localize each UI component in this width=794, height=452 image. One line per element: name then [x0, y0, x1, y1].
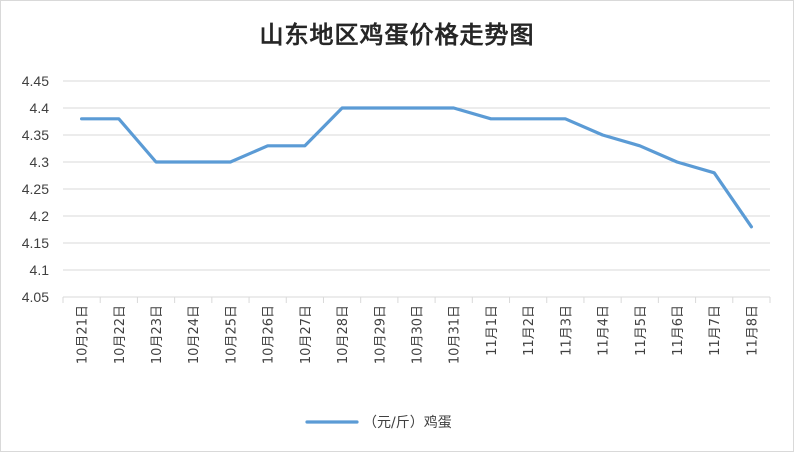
x-tick-label: 10月29日: [373, 305, 388, 364]
y-tick-label: 4.35: [22, 127, 49, 143]
chart-title: 山东地区鸡蛋价格走势图: [259, 20, 535, 49]
y-tick-label: 4.25: [22, 181, 49, 197]
series-line: [79, 106, 754, 229]
x-tick-label: 10月26日: [262, 305, 277, 364]
x-tick-label: 10月24日: [187, 305, 202, 364]
y-tick-label: 4.2: [30, 208, 50, 224]
y-tick-label: 4.15: [22, 235, 49, 251]
x-tick-label: 11月1日: [485, 305, 500, 356]
x-tick-label: 11月8日: [745, 305, 760, 356]
x-tick-label: 11月4日: [597, 305, 612, 356]
x-tick-label: 11月3日: [559, 305, 574, 356]
y-tick-label: 4.05: [22, 289, 49, 305]
y-tick-label: 4.3: [30, 154, 50, 170]
x-tick-label: 10月30日: [411, 305, 426, 364]
x-tick-label: 10月22日: [113, 305, 128, 364]
x-tick-label: 11月5日: [634, 305, 649, 356]
y-tick-label: 4.45: [22, 73, 49, 89]
y-tick-label: 4.1: [30, 262, 50, 278]
legend-label: （元/斤）鸡蛋: [363, 414, 452, 431]
y-tick-label: 4.4: [30, 100, 50, 116]
x-tick-label: 10月31日: [448, 305, 463, 364]
x-tick-label: 11月2日: [522, 305, 537, 356]
x-tick-label: 10月23日: [150, 305, 165, 364]
x-tick-label: 10月21日: [76, 305, 91, 364]
x-tick-label: 11月6日: [671, 305, 686, 356]
x-tick-label: 10月28日: [336, 305, 351, 364]
x-tick-label: 10月25日: [224, 305, 239, 364]
x-tick-label: 11月7日: [708, 305, 723, 356]
x-tick-label: 10月27日: [299, 305, 314, 364]
